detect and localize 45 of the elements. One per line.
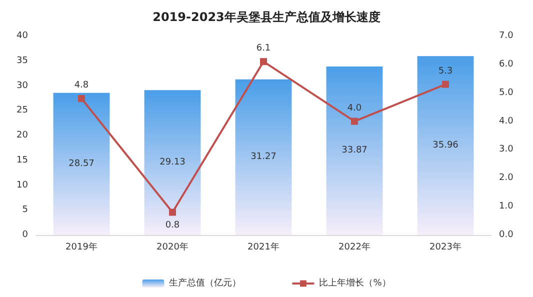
y-tick-label: 30 [16, 80, 28, 91]
data-label: 4.8 [74, 80, 89, 91]
point [169, 208, 176, 216]
bar [417, 56, 474, 235]
x-tick-label: 2022年 [338, 242, 370, 252]
data-label: 31.27 [250, 152, 276, 162]
legend-label: 比上年增长（%） [319, 278, 391, 288]
y-tick-label: 5 [22, 205, 28, 216]
y-tick-label: 0 [22, 230, 28, 240]
point [260, 58, 267, 66]
bar [53, 92, 110, 235]
point [351, 118, 358, 125]
y-tick-label: 15 [16, 155, 28, 166]
y2-tick-label: 4.0 [499, 116, 514, 126]
data-label: 29.13 [160, 158, 186, 168]
y2-tick-label: 7.0 [499, 31, 514, 41]
y-tick-label: 20 [16, 130, 28, 140]
data-label: 35.96 [432, 140, 459, 151]
data-label: 5.3 [438, 66, 453, 76]
y-tick-label: 25 [16, 106, 28, 116]
x-tick-label: 2021年 [248, 242, 280, 252]
y2-tick-label: 0.0 [499, 230, 514, 240]
y-tick-label: 10 [16, 180, 28, 190]
y2-tick-label: 5.0 [499, 88, 514, 98]
data-label: 33.87 [342, 146, 368, 156]
y-tick-label: 35 [16, 56, 28, 66]
data-label: 4.0 [347, 103, 362, 114]
y2-tick-label: 1.0 [499, 202, 514, 212]
bar [326, 66, 383, 235]
y-tick-label: 40 [16, 31, 28, 41]
data-label: 6.1 [256, 44, 271, 54]
legend-label: 生产总值（亿元） [169, 278, 242, 288]
data-label: 0.8 [165, 220, 180, 230]
y2-tick-label: 2.0 [499, 173, 514, 184]
y2-tick-label: 6.0 [499, 59, 514, 70]
y2-tick-label: 3.0 [499, 144, 514, 155]
point [78, 95, 85, 102]
chart-title: 2019-2023年吴堡县生产总值及增长速度 [152, 10, 380, 24]
data-label: 28.57 [68, 158, 94, 169]
x-tick-label: 2020年 [156, 242, 188, 252]
bar [235, 79, 292, 235]
point [442, 80, 449, 88]
x-tick-label: 2023年 [430, 242, 462, 252]
x-tick-label: 2019年 [66, 242, 98, 252]
bar [144, 90, 201, 235]
